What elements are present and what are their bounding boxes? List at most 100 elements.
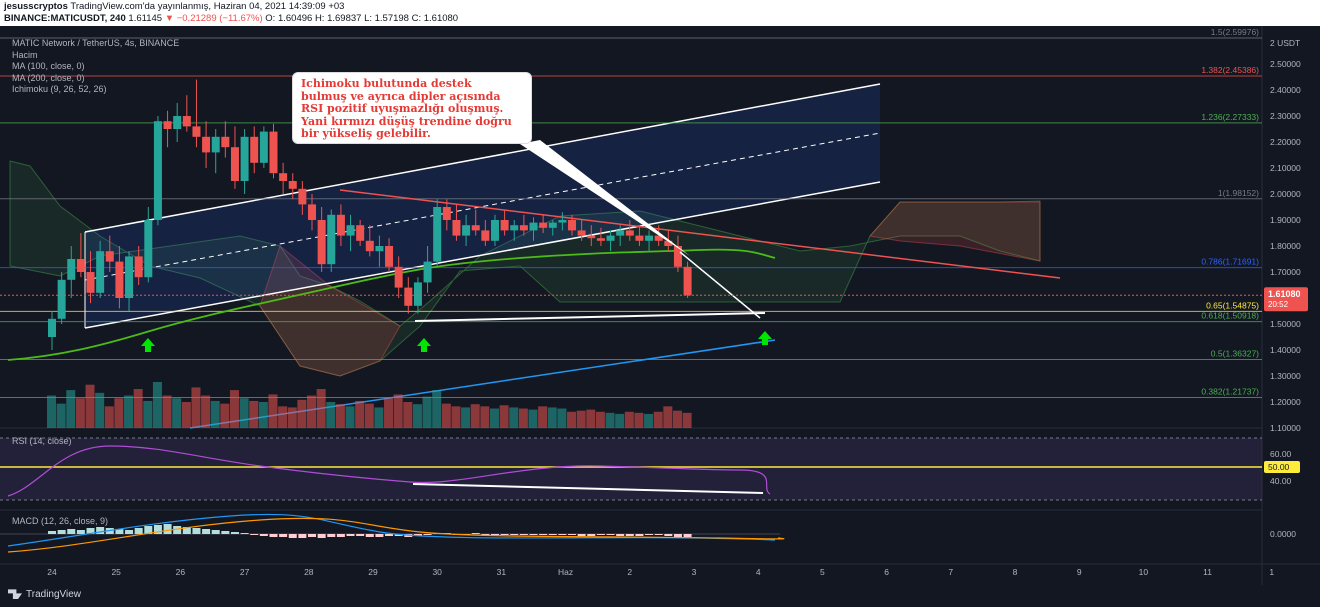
macd-histogram-bar [654,534,663,535]
legend-volume[interactable]: Hacim [12,49,38,60]
candle-body [221,136,230,148]
macd-histogram-bar [163,524,172,534]
macd-histogram-bar [500,534,509,535]
legend-pair: MATIC Network / TetherUS, 4s, BINANCE [12,38,180,48]
footer-brand: TradingView [26,589,82,600]
macd-histogram-bar [587,534,596,536]
volume-bar [355,400,365,428]
chart-header: jesusscryptos TradingView.com'da yayınla… [0,0,1320,26]
volume-bar [162,395,172,428]
candle-body [250,136,259,163]
volume-bar [576,410,586,428]
price-tick-label: 2.10000 [1270,163,1301,173]
volume-bar [653,411,663,428]
macd-histogram-bar [288,534,297,538]
price-tick-label: 2.00000 [1270,189,1301,199]
volume-bar [403,402,413,428]
candle-body [202,136,211,153]
annotation-line: RSI pozitif uyuşmazlığı oluşmuş. [301,102,504,115]
legend-ma100[interactable]: MA (100, close, 0) [12,61,85,71]
macd-histogram-bar [153,525,162,534]
time-tick-label: 29 [368,567,378,577]
macd-histogram-bar [413,534,422,536]
candle-body [587,235,596,239]
macd-histogram-bar [385,534,394,536]
time-tick-label: 26 [176,567,186,577]
candle-body [673,246,682,267]
volume-bar [451,406,461,428]
candle-body [356,225,365,241]
macd-histogram-bar [202,529,211,534]
macd-histogram-bar [510,534,519,535]
time-tick-label: 28 [304,567,314,577]
support-line [414,312,766,322]
ohlc-label: O: 1.60496 H: 1.69837 L: 1.57198 C: 1.61… [265,13,459,24]
rsi-value-label: 50.00 [1268,462,1290,472]
volume-bar [287,407,297,428]
volume-bar [615,413,625,428]
volume-bar [605,412,615,428]
volume-bar [104,406,114,428]
channel-upper-line [84,83,881,233]
time-tick-label: 10 [1139,567,1149,577]
publisher-name[interactable]: jesusscryptos [4,1,68,12]
candle-body [144,220,153,278]
macd-histogram-bar [568,534,577,535]
time-tick-label: 24 [47,567,57,577]
volume-bar [489,408,499,428]
annotation-callout[interactable]: Ichimoku bulutunda destek bulmuş ve ayrı… [292,72,532,144]
volume-bar [644,413,654,428]
candle-body [173,116,182,129]
volume-bar [499,405,509,428]
candle-body [385,246,394,267]
ichimoku-cloud-red [259,201,1041,377]
macd-title[interactable]: MACD (12, 26, close, 9) [12,516,109,526]
macd-histogram-bar [625,534,634,536]
macd-histogram-bar [327,534,336,537]
macd-histogram-bar [365,534,374,537]
volume-bar [567,411,577,428]
rsi-tick-label: 40.00 [1270,476,1292,486]
candle-body [471,225,480,231]
price-chart[interactable]: 1.5(2.59976) 1.382(2.45386) 1.236(2.27333)… [0,26,1320,585]
volume-bar [538,406,548,428]
time-tick-label: 2 [627,567,632,577]
volume-bar [393,394,403,428]
volume-bar [210,400,220,428]
price-tick-label: 1.20000 [1270,397,1301,407]
volume-bar [470,404,480,428]
legend-ma200[interactable]: MA (200, close, 0) [12,72,85,83]
fib-level-label: 1.236(2.27333) [1201,112,1259,122]
rsi-title[interactable]: RSI (14, close) [12,436,72,446]
legend-ichimoku[interactable]: Ichimoku (9, 26, 52, 26) [12,84,107,94]
tradingview-logo[interactable]: TradingView [8,589,81,600]
volume-bar [258,402,268,428]
macd-signal-line [7,517,785,553]
rsi-band [0,438,1262,500]
macd-histogram-bar [645,534,654,535]
candle-body [568,220,577,231]
macd-histogram-bar [577,534,586,536]
rsi-value-badge [1264,461,1300,473]
price-tick-label: 1.90000 [1270,215,1301,225]
channel-fill [85,84,880,328]
fib-level-label: 0.382(1.21737) [1201,386,1259,396]
candle-body [115,261,124,298]
candle-body [259,131,268,163]
candle-body [625,230,634,236]
fib-level-label: 0.65(1.54875) [1206,300,1259,310]
candle-body [288,181,297,189]
volume-bar [181,402,191,428]
candle-body [308,204,317,220]
candle-body [606,235,615,241]
candle-body [654,235,663,241]
volume-bar [47,395,56,428]
volume-bar [268,394,278,428]
macd-histogram-bar [192,528,201,534]
volume-bar [595,411,605,428]
volume-bar [528,409,538,428]
symbol-label[interactable]: BINANCE:MATICUSDT, 240 [4,13,126,24]
macd-histogram-bar [96,527,105,534]
published-text: TradingView.com'da yayınlanmış, Haziran … [70,1,345,12]
candle-body [57,279,66,319]
